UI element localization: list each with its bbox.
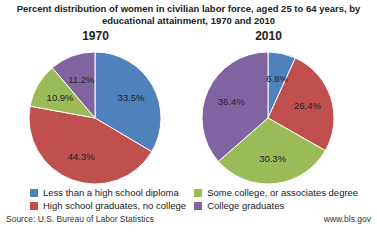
svg-text:33.5%: 33.5% <box>118 92 145 103</box>
html-text:College graduates: College graduates <box>207 200 285 211</box>
svg-text:26.4%: 26.4% <box>294 100 321 111</box>
svg-text:11.2%: 11.2% <box>68 74 95 85</box>
html-text:Source: U.S. Bureau of Labor S: Source: U.S. Bureau of Labor Statistics <box>6 214 154 224</box>
svg-text:10.9%: 10.9% <box>47 92 74 103</box>
svg-text:44.3%: 44.3% <box>68 151 95 162</box>
html-text:www.bls.gov: www.bls.gov <box>323 214 371 224</box>
svg-text:30.3%: 30.3% <box>259 153 286 164</box>
svg-text:2010: 2010 <box>255 29 282 43</box>
html-text:Some college, or associates de: Some college, or associates degree <box>207 187 359 198</box>
svg-text:36.4%: 36.4% <box>218 96 245 107</box>
html-text:Percent distribution of women: Percent distribution of women in civilia… <box>16 3 361 26</box>
svg-text:6.8%: 6.8% <box>266 73 288 84</box>
html-text:Less than a high school diplom: Less than a high school diploma <box>43 187 179 198</box>
svg-text:1970: 1970 <box>82 29 109 43</box>
html-text:High school graduates, no coll: High school graduates, no college <box>43 200 187 211</box>
